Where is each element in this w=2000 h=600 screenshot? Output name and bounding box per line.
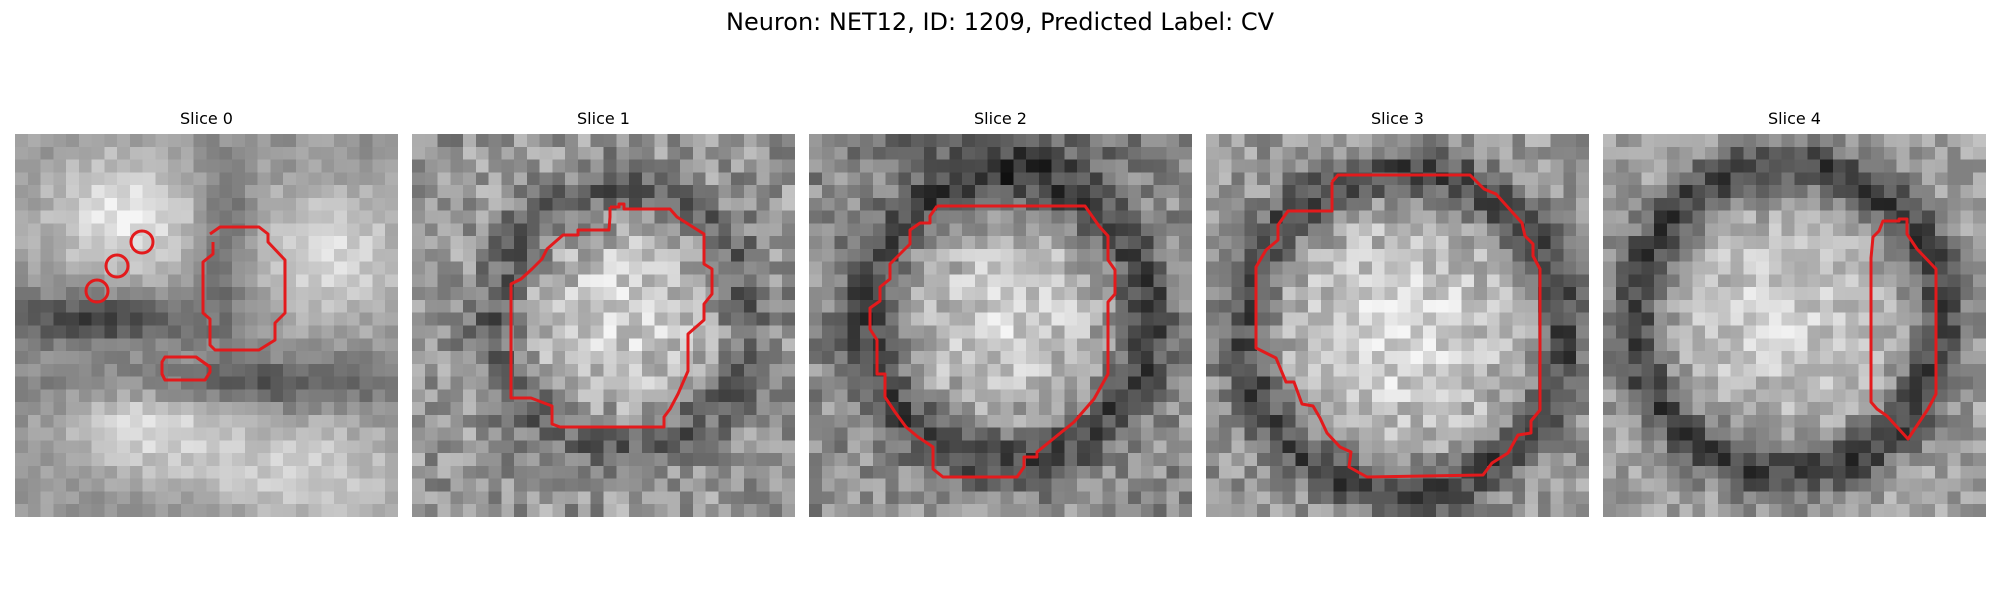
slice-title: Slice 3 [1371,109,1424,128]
segmentation-contour [84,225,287,382]
slice-panel-2: Slice 2 [809,0,1192,600]
contour-segment [1254,173,1542,479]
contour-segment [868,204,1117,479]
em-slice-canvas [1603,134,1986,517]
contour-segment [201,225,287,352]
contour-segment [84,278,110,304]
slice-panel-0: Slice 0 [15,0,398,600]
slice-title: Slice 4 [1768,109,1821,128]
slice-panel-1: Slice 1 [412,0,795,600]
em-slice-canvas [412,134,795,517]
slice-panel-4: Slice 4 [1603,0,1986,600]
em-slice-canvas [15,134,398,517]
segmentation-contour [1869,217,1938,441]
em-slice-image [412,134,795,517]
em-slice-image [1206,134,1589,517]
em-slice-image [1603,134,1986,517]
em-slice-canvas [809,134,1192,517]
figure-title: Neuron: NET12, ID: 1209, Predicted Label… [726,8,1274,36]
slice-title: Slice 1 [577,109,630,128]
em-slice-image [809,134,1192,517]
em-slice-image [15,134,398,517]
contour-segment [509,202,714,429]
contour-segment [104,253,130,279]
contour-segment [1869,217,1938,441]
slice-panel-3: Slice 3 [1206,0,1589,600]
slice-title: Slice 2 [974,109,1027,128]
slice-title: Slice 0 [180,109,233,128]
em-slice-canvas [1206,134,1589,517]
segmentation-contour [1254,173,1542,479]
contour-segment [160,355,212,382]
contour-segment [129,229,155,255]
segmentation-contour [509,202,714,429]
segmentation-contour [868,204,1117,479]
